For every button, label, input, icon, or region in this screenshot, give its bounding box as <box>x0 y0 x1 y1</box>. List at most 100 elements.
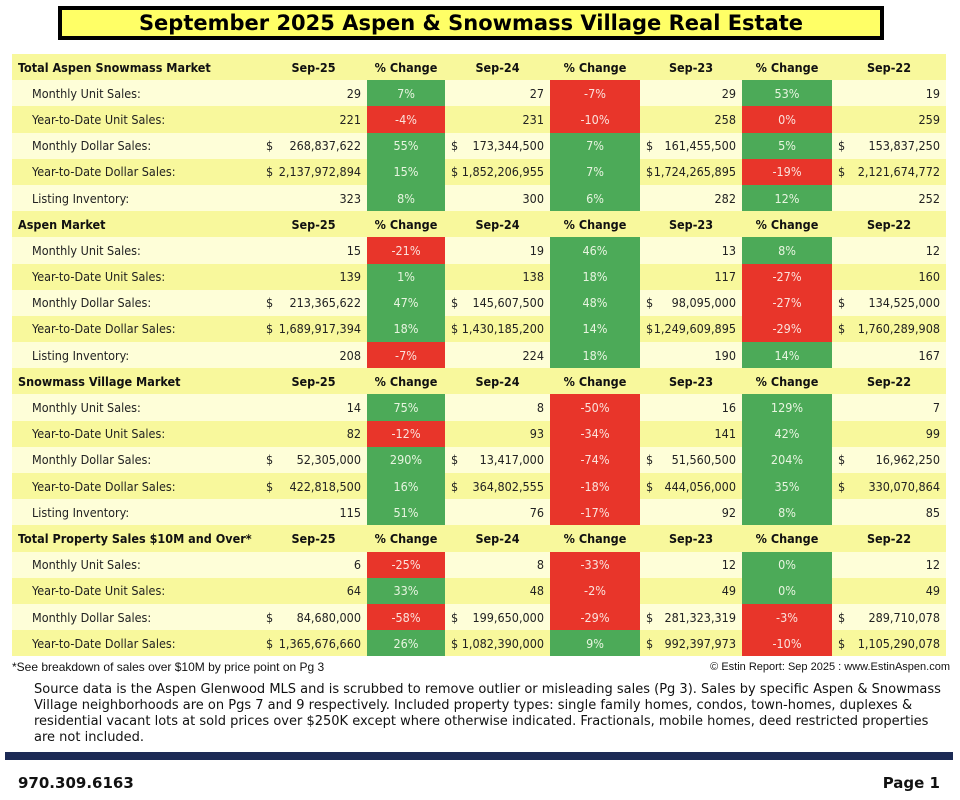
value: 282 <box>714 190 736 206</box>
value: 208 <box>339 347 361 363</box>
value-cell: $153,837,250 <box>832 132 946 159</box>
value: 14 <box>346 400 361 416</box>
value: 323 <box>339 190 361 206</box>
currency-symbol: $ <box>838 138 846 154</box>
value-cell: 13 <box>640 237 742 264</box>
value: 145,607,500 <box>472 295 544 311</box>
table-row: Year-to-Date Unit Sales: 64 33% 48 -2% 49 0% 49 <box>12 577 946 604</box>
value: 12 <box>925 242 940 258</box>
value-cell: $992,397,973 <box>640 630 742 657</box>
table-row: Listing Inventory: 323 8% 300 6% 282 12% 252 <box>12 184 946 212</box>
value: 167 <box>918 347 940 363</box>
table-row: Monthly Dollar Sales: $52,305,000 290% $13,… <box>12 446 946 473</box>
value: 29 <box>346 85 361 101</box>
column-header: % Change <box>550 54 640 81</box>
column-header: % Change <box>742 368 832 395</box>
column-header: Sep-22 <box>832 368 946 395</box>
percent-change-cell: 0% <box>742 551 832 578</box>
currency-symbol: $ <box>266 609 274 625</box>
percent-change-cell: -4% <box>367 106 445 133</box>
value: 992,397,973 <box>664 635 736 651</box>
footer-divider <box>5 752 953 760</box>
value: 64 <box>346 583 361 599</box>
value-cell: $173,344,500 <box>445 132 550 159</box>
value-cell: 12 <box>832 237 946 264</box>
value-cell: $1,724,265,895 <box>640 158 742 185</box>
value: 93 <box>529 426 544 442</box>
currency-symbol: $ <box>266 478 274 494</box>
currency-symbol: $ <box>838 452 846 468</box>
percent-change-cell: 8% <box>742 499 832 526</box>
value-cell: 224 <box>445 342 550 369</box>
value-cell: $213,365,622 <box>260 289 367 316</box>
currency-symbol: $ <box>838 295 846 311</box>
value: 115 <box>339 504 361 520</box>
percent-change-cell: -50% <box>550 394 640 421</box>
value: 12 <box>721 557 736 573</box>
currency-symbol: $ <box>266 295 274 311</box>
footnote: *See breakdown of sales over $10M by pri… <box>12 660 325 674</box>
value: 259 <box>918 111 940 127</box>
value: 422,818,500 <box>289 478 361 494</box>
percent-change-cell: -27% <box>742 263 832 290</box>
currency-symbol: $ <box>451 295 459 311</box>
value: 213,365,622 <box>289 295 361 311</box>
column-header: Sep-22 <box>832 54 946 81</box>
value: 252 <box>918 190 940 206</box>
value: 138 <box>522 269 544 285</box>
value-cell: $52,305,000 <box>260 446 367 473</box>
value-cell: 258 <box>640 106 742 133</box>
percent-change-cell: 8% <box>367 184 445 212</box>
column-header: Sep-25 <box>260 368 367 395</box>
value-cell: 139 <box>260 263 367 290</box>
column-header: % Change <box>550 211 640 238</box>
percent-change-cell: -25% <box>367 551 445 578</box>
value: 1,365,676,660 <box>278 635 361 651</box>
percent-change-cell: 129% <box>742 394 832 421</box>
value-cell: 8 <box>445 551 550 578</box>
value-cell: 19 <box>832 80 946 107</box>
value-cell: 115 <box>260 499 367 526</box>
value-cell: 7 <box>832 394 946 421</box>
value-cell: $330,070,864 <box>832 473 946 500</box>
phone-number: 970.309.6163 <box>18 774 134 792</box>
value: 92 <box>721 504 736 520</box>
value: 141 <box>714 426 736 442</box>
percent-change-cell: -19% <box>742 158 832 185</box>
value-cell: $84,680,000 <box>260 603 367 631</box>
currency-symbol: $ <box>266 138 274 154</box>
column-header: Sep-25 <box>260 211 367 238</box>
percent-change-cell: 53% <box>742 80 832 107</box>
percent-change-cell: -3% <box>742 603 832 631</box>
value: 173,344,500 <box>472 138 544 154</box>
currency-symbol: $ <box>451 138 459 154</box>
value-cell: $13,417,000 <box>445 446 550 473</box>
column-header: Sep-23 <box>640 54 742 81</box>
value: 2,121,674,772 <box>857 164 940 180</box>
percent-change-cell: 1% <box>367 263 445 290</box>
percent-change-cell: 26% <box>367 630 445 657</box>
row-label: Listing Inventory: <box>12 184 260 212</box>
value-cell: 282 <box>640 184 742 212</box>
table-row: Monthly Unit Sales: 14 75% 8 -50% 16 129% 7 <box>12 394 946 421</box>
percent-change-cell: 7% <box>367 80 445 107</box>
value-cell: 93 <box>445 420 550 447</box>
column-header: Sep-23 <box>640 525 742 552</box>
currency-symbol: $ <box>266 164 274 180</box>
value-cell: 49 <box>832 577 946 604</box>
value-cell: 208 <box>260 342 367 369</box>
value: 258 <box>714 111 736 127</box>
value: 364,802,555 <box>472 478 544 494</box>
table-row: Listing Inventory: 208 -7% 224 18% 190 14% 167 <box>12 342 946 369</box>
currency-symbol: $ <box>646 295 654 311</box>
currency-symbol: $ <box>838 478 846 494</box>
row-label: Monthly Dollar Sales: <box>12 603 260 631</box>
table-row: Monthly Dollar Sales: $213,365,622 47% $145… <box>12 289 946 316</box>
value-cell: 76 <box>445 499 550 526</box>
value-cell: 8 <box>445 394 550 421</box>
section-header-row: Snowmass Village Market Sep-25% Change Sep… <box>12 368 946 395</box>
currency-symbol: $ <box>646 478 654 494</box>
value-cell: $51,560,500 <box>640 446 742 473</box>
value: 76 <box>529 504 544 520</box>
percent-change-cell: -27% <box>742 289 832 316</box>
